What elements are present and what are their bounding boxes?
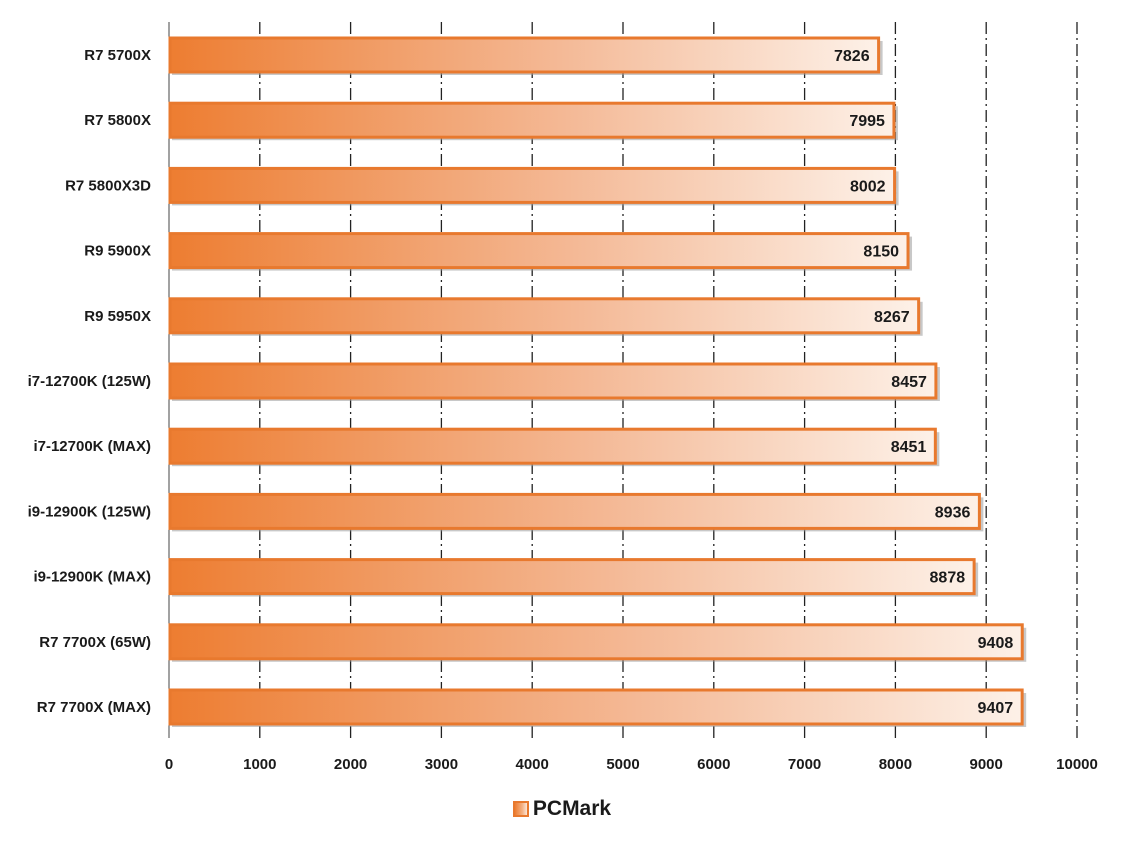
data-label: 8002	[850, 178, 886, 195]
bar	[168, 232, 910, 270]
data-label: 8878	[930, 570, 966, 587]
x-tick-label: 0	[165, 756, 173, 773]
bar	[168, 558, 976, 596]
legend-swatch	[512, 801, 529, 817]
data-label: 8267	[874, 309, 910, 326]
x-tick-label: 4000	[516, 756, 549, 773]
data-label: 8451	[891, 439, 927, 456]
x-tick-label: 6000	[697, 756, 730, 773]
category-label: R7 5800X3D	[65, 177, 151, 194]
x-tick-label: 7000	[788, 756, 821, 773]
bar	[168, 427, 937, 465]
x-tick-label: 5000	[606, 756, 639, 773]
bar	[168, 492, 981, 530]
x-tick-label: 3000	[425, 756, 458, 773]
category-label: R9 5950X	[84, 308, 151, 325]
x-tick-label: 10000	[1056, 756, 1098, 773]
category-label: R7 5700X	[84, 47, 151, 64]
category-label: R7 5800X	[84, 112, 151, 129]
x-tick-label: 8000	[879, 756, 912, 773]
data-label: 7826	[834, 48, 870, 65]
category-label: R7 7700X (MAX)	[37, 699, 151, 716]
bar	[168, 688, 1024, 726]
bar	[168, 297, 921, 335]
category-label: i9-12900K (125W)	[28, 503, 151, 520]
category-label: R9 5900X	[84, 243, 151, 260]
bar-chart: 7826 7995 8002 8150 8267 8457 8451 8936 8878 9408…	[28, 22, 1098, 773]
x-tick-label: 9000	[970, 756, 1003, 773]
category-labels: R7 5700X R7 5800X R7 5800X3D R9 5900X R9 595…	[28, 47, 152, 716]
category-label: i7-12700K (125W)	[28, 373, 151, 390]
legend-label: PCMark	[532, 797, 612, 820]
bar	[168, 362, 938, 400]
category-label: R7 7700X (65W)	[39, 634, 151, 651]
bar	[168, 166, 897, 204]
data-label: 7995	[849, 113, 885, 130]
data-label: 9408	[978, 635, 1014, 652]
data-label: 8457	[891, 374, 927, 391]
x-tick-label: 1000	[243, 756, 276, 773]
category-label: i7-12700K (MAX)	[33, 438, 151, 455]
bar	[168, 36, 881, 74]
data-label: 8150	[863, 244, 899, 261]
x-tick-labels: 0 1000 2000 3000 4000 5000 6000 7000 8000 9000 100…	[165, 756, 1098, 773]
legend: PCMark	[0, 794, 1124, 824]
x-tick-label: 2000	[334, 756, 367, 773]
bars: 7826 7995 8002 8150 8267 8457 8451 8936 8878 9408…	[168, 36, 1027, 727]
data-label: 8936	[935, 504, 971, 521]
data-label: 9407	[978, 700, 1014, 717]
bar	[168, 623, 1024, 661]
category-label: i9-12900K (MAX)	[33, 569, 151, 586]
bar	[168, 101, 896, 139]
